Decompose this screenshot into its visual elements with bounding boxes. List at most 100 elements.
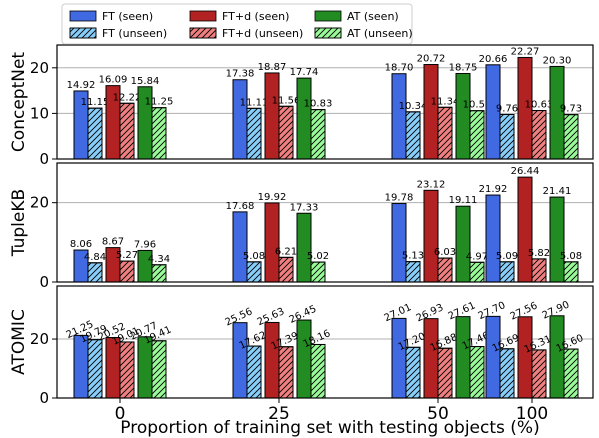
- bar-hatch-ftplusd-unseen-0: [119, 260, 135, 283]
- data-label-ft-seen-25: 17.38: [226, 69, 255, 80]
- bar-hatch-ft-unseen-25: [246, 107, 262, 160]
- bar-ft-seen-100: [485, 315, 501, 399]
- data-label-at-seen-50: 19.11: [449, 195, 478, 206]
- bar-hatch-ft-unseen-50: [405, 111, 421, 160]
- data-label-ft-seen-0: 14.92: [67, 80, 96, 91]
- data-label-ft-seen-100: 20.66: [479, 54, 508, 65]
- y-tick-label: 0: [39, 273, 49, 291]
- data-label-ft-unseen-100: 9.76: [496, 103, 518, 114]
- data-label-ftplusd-unseen-50: 6.03: [434, 247, 456, 258]
- bar-ft-seen-25: [232, 211, 248, 283]
- bar-at-seen-50: [455, 73, 471, 160]
- y-tick-label: 0: [39, 389, 49, 407]
- x-tick-label-100: 100: [516, 404, 548, 424]
- bar-hatch-at-unseen-0: [151, 340, 167, 399]
- bar-at-seen-100: [549, 196, 565, 283]
- legend-label-at-unseen: AT (unseen): [347, 27, 413, 40]
- bar-at-seen-100: [549, 315, 565, 399]
- bar-ftplusd-seen-25: [264, 72, 280, 160]
- data-label-ftplusd-seen-25: 19.92: [258, 192, 287, 203]
- data-label-ftplusd-unseen-25: 11.56: [272, 95, 301, 106]
- data-label-at-unseen-25: 5.02: [307, 251, 329, 262]
- panels-group: 14.92 11.15 16.09 12.22 15.84 11.25 17.38 11.11…: [9, 44, 594, 424]
- bar-hatch-ft-unseen-100: [499, 113, 515, 160]
- data-label-ft-unseen-50: 5.13: [402, 251, 424, 262]
- data-label-at-unseen-25: 10.83: [304, 99, 333, 110]
- bar-hatch-at-unseen-0: [151, 107, 167, 160]
- legend-swatch-hatch-ft-unseen: [69, 27, 97, 39]
- bar-ft-seen-25: [232, 322, 248, 399]
- y-tick-label: 20: [30, 59, 49, 77]
- legend-label-ft-seen: FT (seen): [102, 10, 153, 23]
- data-label-ft-seen-50: 19.78: [385, 193, 414, 204]
- bar-ftplusd-seen-25: [264, 321, 280, 399]
- panel-frame: [56, 162, 594, 283]
- bar-at-seen-25: [296, 212, 312, 283]
- y-tick-label: 20: [30, 330, 49, 348]
- bar-ftplusd-seen-0: [105, 337, 121, 399]
- data-label-ft-seen-0: 8.06: [70, 239, 92, 250]
- data-label-ft-unseen-0: 11.15: [81, 97, 110, 108]
- bar-hatch-at-unseen-50: [469, 261, 485, 283]
- bar-ftplusd-seen-50: [423, 189, 439, 283]
- data-label-ftplusd-seen-0: 8.67: [102, 237, 124, 248]
- legend: FT (seen) FT (unseen) FT+d (seen) FT+d (uns…: [61, 3, 413, 45]
- bar-ftplusd-seen-50: [423, 64, 439, 160]
- legend-label-ftplusd-seen: FT+d (seen): [222, 10, 289, 23]
- legend-swatch-at-seen: [314, 10, 342, 22]
- data-label-ftplusd-seen-100: 26.44: [511, 166, 540, 177]
- legend-swatch-ft-seen: [69, 10, 97, 22]
- legend-swatch-hatch-at-unseen: [314, 27, 342, 39]
- y-axis-label-tuplekb: TupleKB: [9, 189, 29, 257]
- bar-hatch-ftplusd-unseen-100: [531, 258, 547, 283]
- data-label-at-seen-25: 17.33: [290, 202, 319, 213]
- bar-ft-seen-100: [485, 194, 501, 283]
- data-label-ft-seen-50: 18.70: [385, 63, 414, 74]
- x-tick-label-25: 25: [268, 404, 290, 424]
- data-label-at-seen-0: 7.96: [134, 239, 156, 250]
- x-axis-label: Proportion of training set with testing …: [120, 418, 539, 438]
- bar-ft-seen-0: [73, 334, 89, 399]
- data-label-at-unseen-0: 11.25: [145, 97, 174, 108]
- y-axis-label-atomic: ATOMIC: [9, 309, 29, 375]
- legend-label-ft-unseen: FT (unseen): [102, 27, 167, 40]
- bar-at-seen-0: [137, 336, 153, 399]
- data-label-ft-seen-100: 21.92: [479, 184, 508, 195]
- bar-hatch-at-unseen-50: [469, 346, 485, 399]
- data-label-ft-unseen-0: 4.84: [84, 252, 106, 263]
- bar-hatch-ftplusd-unseen-0: [119, 341, 135, 399]
- bar-ft-seen-50: [391, 73, 407, 160]
- bar-ftplusd-seen-100: [517, 176, 533, 283]
- data-label-at-seen-50: 18.75: [449, 63, 478, 74]
- data-label-at-unseen-100: 9.73: [560, 104, 582, 115]
- x-tick-label-0: 0: [115, 404, 126, 424]
- y-tick-label: 10: [30, 104, 49, 122]
- data-label-at-unseen-50: 4.97: [466, 251, 488, 262]
- data-label-ftplusd-unseen-0: 5.27: [116, 250, 138, 261]
- bar-at-seen-25: [296, 319, 312, 399]
- bar-hatch-at-unseen-25: [310, 343, 326, 399]
- bar-hatch-ft-unseen-100: [499, 261, 515, 283]
- data-label-at-seen-100: 20.30: [543, 55, 572, 66]
- data-label-ftplusd-seen-50: 23.12: [417, 179, 446, 190]
- data-label-ft-unseen-100: 5.09: [496, 251, 518, 262]
- bar-at-seen-25: [296, 77, 312, 160]
- bar-ftplusd-seen-25: [264, 202, 280, 283]
- bar-hatch-at-unseen-0: [151, 264, 167, 283]
- bar-at-seen-50: [455, 205, 471, 283]
- x-tick-label-50: 50: [427, 404, 449, 424]
- data-label-at-unseen-0: 4.34: [148, 254, 170, 265]
- panel-atomic: 21.2519.7920.5219.0120.7719.4125.5617.62…: [9, 285, 594, 407]
- bar-hatch-ftplusd-unseen-50: [437, 347, 453, 399]
- data-label-ft-seen-25: 17.68: [226, 201, 255, 212]
- data-label-ftplusd-unseen-100: 5.82: [528, 248, 550, 259]
- bar-ft-seen-25: [232, 79, 248, 160]
- bar-hatch-at-unseen-100: [563, 261, 579, 283]
- data-label-ftplusd-unseen-50: 11.34: [431, 96, 460, 107]
- bar-hatch-ft-unseen-25: [246, 345, 262, 399]
- data-label-ft-unseen-50: 10.34: [399, 101, 428, 112]
- bar-hatch-ft-unseen-50: [405, 346, 421, 399]
- bar-hatch-at-unseen-25: [310, 109, 326, 160]
- bar-hatch-ftplusd-unseen-25: [278, 256, 294, 283]
